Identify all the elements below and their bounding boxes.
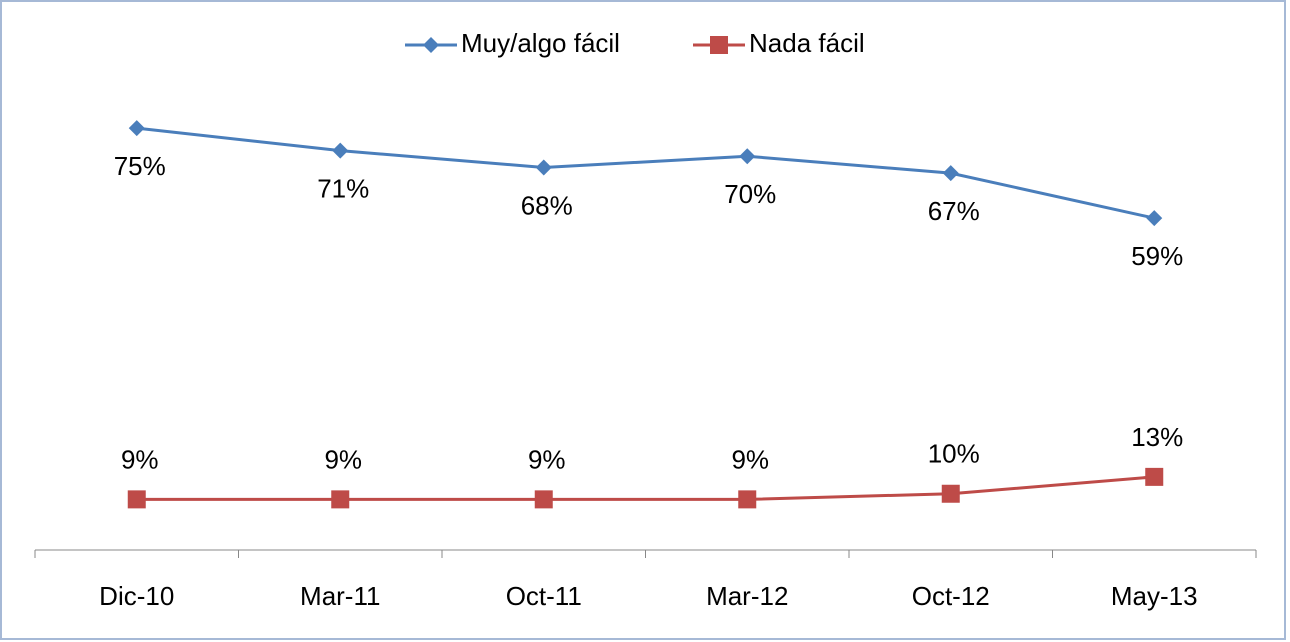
- data-label: 71%: [317, 174, 369, 204]
- data-label: 10%: [928, 439, 980, 469]
- data-label: 59%: [1131, 241, 1183, 271]
- marker: [739, 148, 756, 165]
- data-label: 9%: [121, 444, 159, 474]
- x-tick-label: Mar-11: [300, 581, 380, 611]
- data-label: 67%: [928, 196, 980, 226]
- series-line: [136, 126, 1155, 220]
- marker: [535, 159, 552, 176]
- marker: [942, 165, 959, 182]
- data-label: 13%: [1131, 422, 1183, 452]
- marker: [423, 37, 439, 53]
- data-label: 68%: [521, 190, 573, 220]
- marker: [332, 142, 349, 159]
- marker: [127, 490, 146, 509]
- marker: [941, 484, 960, 503]
- marker: [710, 36, 728, 54]
- x-tick-label: Oct-12: [912, 581, 990, 611]
- x-tick-label: Mar-12: [706, 581, 788, 611]
- data-label: 9%: [324, 444, 362, 474]
- series-line: [136, 475, 1155, 501]
- data-label: 70%: [724, 179, 776, 209]
- marker: [738, 490, 757, 509]
- marker: [1146, 210, 1163, 227]
- legend-label: Nada fácil: [749, 28, 865, 58]
- x-tick-label: Oct-11: [506, 581, 582, 611]
- marker: [331, 490, 350, 509]
- x-tick-label: Dic-10: [99, 581, 174, 611]
- data-label: 9%: [528, 444, 566, 474]
- x-tick-label: May-13: [1111, 581, 1198, 611]
- marker: [128, 120, 145, 137]
- marker: [1145, 467, 1164, 486]
- data-label: 75%: [114, 151, 166, 181]
- data-label: 9%: [731, 444, 769, 474]
- legend-label: Muy/algo fácil: [461, 28, 620, 58]
- marker: [534, 490, 553, 509]
